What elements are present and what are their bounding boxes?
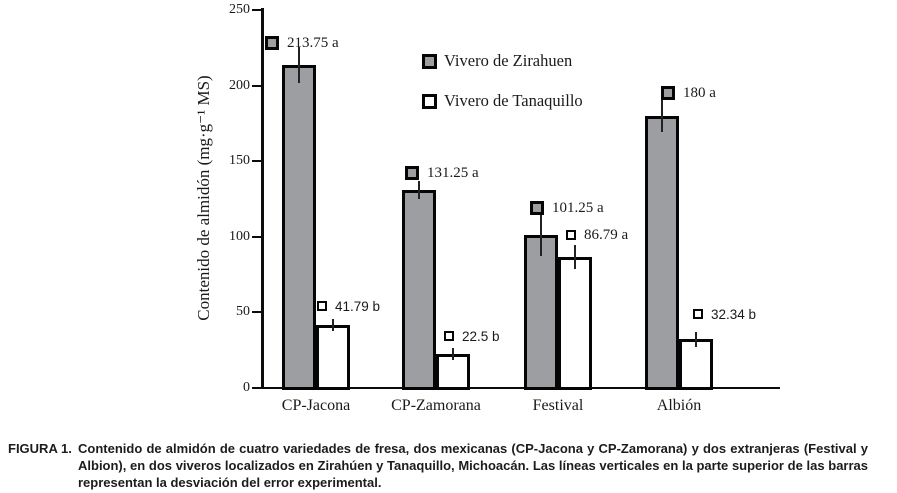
data-label-tanaquillo-festival: 86.79 a [566, 226, 628, 244]
bar-tanaquillo-cp-jacona [316, 324, 350, 390]
data-label-square-icon [265, 36, 279, 50]
data-label-square-icon [566, 230, 576, 240]
bar-zirahuen-cp-jacona [282, 64, 316, 390]
data-label-square-icon [530, 201, 544, 215]
data-label-tanaquillo-cp-zamorana: 22.5 b [444, 327, 500, 345]
x-axis-label-albion: Albión [656, 397, 702, 414]
bar-tanaquillo-cp-zamorana [436, 354, 470, 390]
error-bar-tanaquillo-cp-zamorana [452, 347, 454, 360]
y-axis-title: Contenido de almidón (mg·g⁻¹ MS) [194, 75, 213, 321]
data-label-text: 22.5 b [462, 328, 500, 344]
y-axis-tick [252, 311, 261, 314]
data-label-text: 101.25 a [552, 199, 604, 216]
error-bar-zirahuen-cp-jacona [298, 46, 300, 83]
error-bar-tanaquillo-cp-jacona [332, 318, 334, 331]
y-axis-tick-label: 100 [229, 228, 250, 244]
error-bar-zirahuen-festival [540, 213, 542, 256]
y-axis-tick-label: 200 [229, 77, 250, 93]
error-bar-tanaquillo-albion [695, 331, 697, 347]
data-label-tanaquillo-albion: 32.34 b [693, 305, 756, 323]
data-label-square-icon [693, 309, 703, 319]
legend-square-tanaquillo-icon [422, 93, 437, 109]
y-axis-tick [252, 235, 261, 238]
x-axis-line [261, 387, 780, 389]
y-axis-tick [252, 9, 261, 11]
y-axis-tick-label: 50 [236, 304, 250, 320]
data-label-square-icon [405, 166, 419, 180]
y-axis-line [261, 8, 264, 389]
bar-zirahuen-albion [645, 115, 679, 390]
bar-zirahuen-cp-zamorana [402, 189, 436, 390]
data-label-square-icon [317, 301, 327, 311]
error-bar-tanaquillo-festival [574, 244, 576, 269]
error-bar-zirahuen-albion [661, 99, 663, 133]
bar-tanaquillo-festival [558, 256, 592, 390]
y-axis-tick-label: 0 [243, 380, 250, 395]
data-label-zirahuen-cp-zamorana: 131.25 a [405, 164, 479, 182]
y-axis-tick [252, 160, 261, 163]
legend-square-zirahuen-icon [422, 53, 437, 69]
y-axis-tick [252, 84, 261, 87]
data-label-square-icon [661, 86, 675, 100]
figure-caption-text: Contenido de almidón de cuatro variedade… [78, 441, 868, 490]
x-axis-label-cp-jacona: CP-Jacona [281, 397, 351, 414]
data-label-text: 213.75 a [287, 34, 339, 51]
legend-item-zirahuen: Vivero de Zirahuen [422, 47, 583, 75]
y-axis-tick [252, 387, 261, 389]
bar-tanaquillo-albion [679, 339, 713, 390]
data-label-zirahuen-festival: 101.25 a [530, 199, 604, 217]
legend-label-zirahuen: Vivero de Zirahuen [444, 51, 573, 70]
data-label-text: 41.79 b [335, 298, 381, 314]
legend-label-tanaquillo: Vivero de Tanaquillo [444, 91, 583, 110]
bar-zirahuen-festival [524, 234, 558, 390]
x-axis-label-festival: Festival [532, 397, 584, 414]
data-label-text: 32.34 b [711, 306, 757, 322]
data-label-zirahuen-albion: 180 a [661, 84, 716, 102]
data-label-zirahuen-cp-jacona: 213.75 a [265, 34, 339, 52]
figure-caption: FIGURA 1. Contenido de almidón de cuatro… [8, 440, 868, 491]
data-label-square-icon [444, 331, 454, 341]
legend-item-tanaquillo: Vivero de Tanaquillo [422, 87, 583, 115]
legend: Vivero de Zirahuen Vivero de Tanaquillo [422, 47, 583, 127]
figure-caption-label: FIGURA 1. [8, 441, 72, 456]
y-axis-tick-label: 250 [229, 2, 250, 17]
data-label-text: 131.25 a [427, 164, 479, 181]
error-bar-zirahuen-cp-zamorana [418, 180, 420, 199]
data-label-text: 86.79 a [584, 226, 629, 243]
y-axis-tick-label: 150 [229, 153, 250, 169]
x-axis-label-cp-zamorana: CP-Zamorana [391, 397, 481, 414]
data-label-tanaquillo-cp-jacona: 41.79 b [317, 297, 380, 315]
data-label-text: 180 a [683, 84, 716, 101]
